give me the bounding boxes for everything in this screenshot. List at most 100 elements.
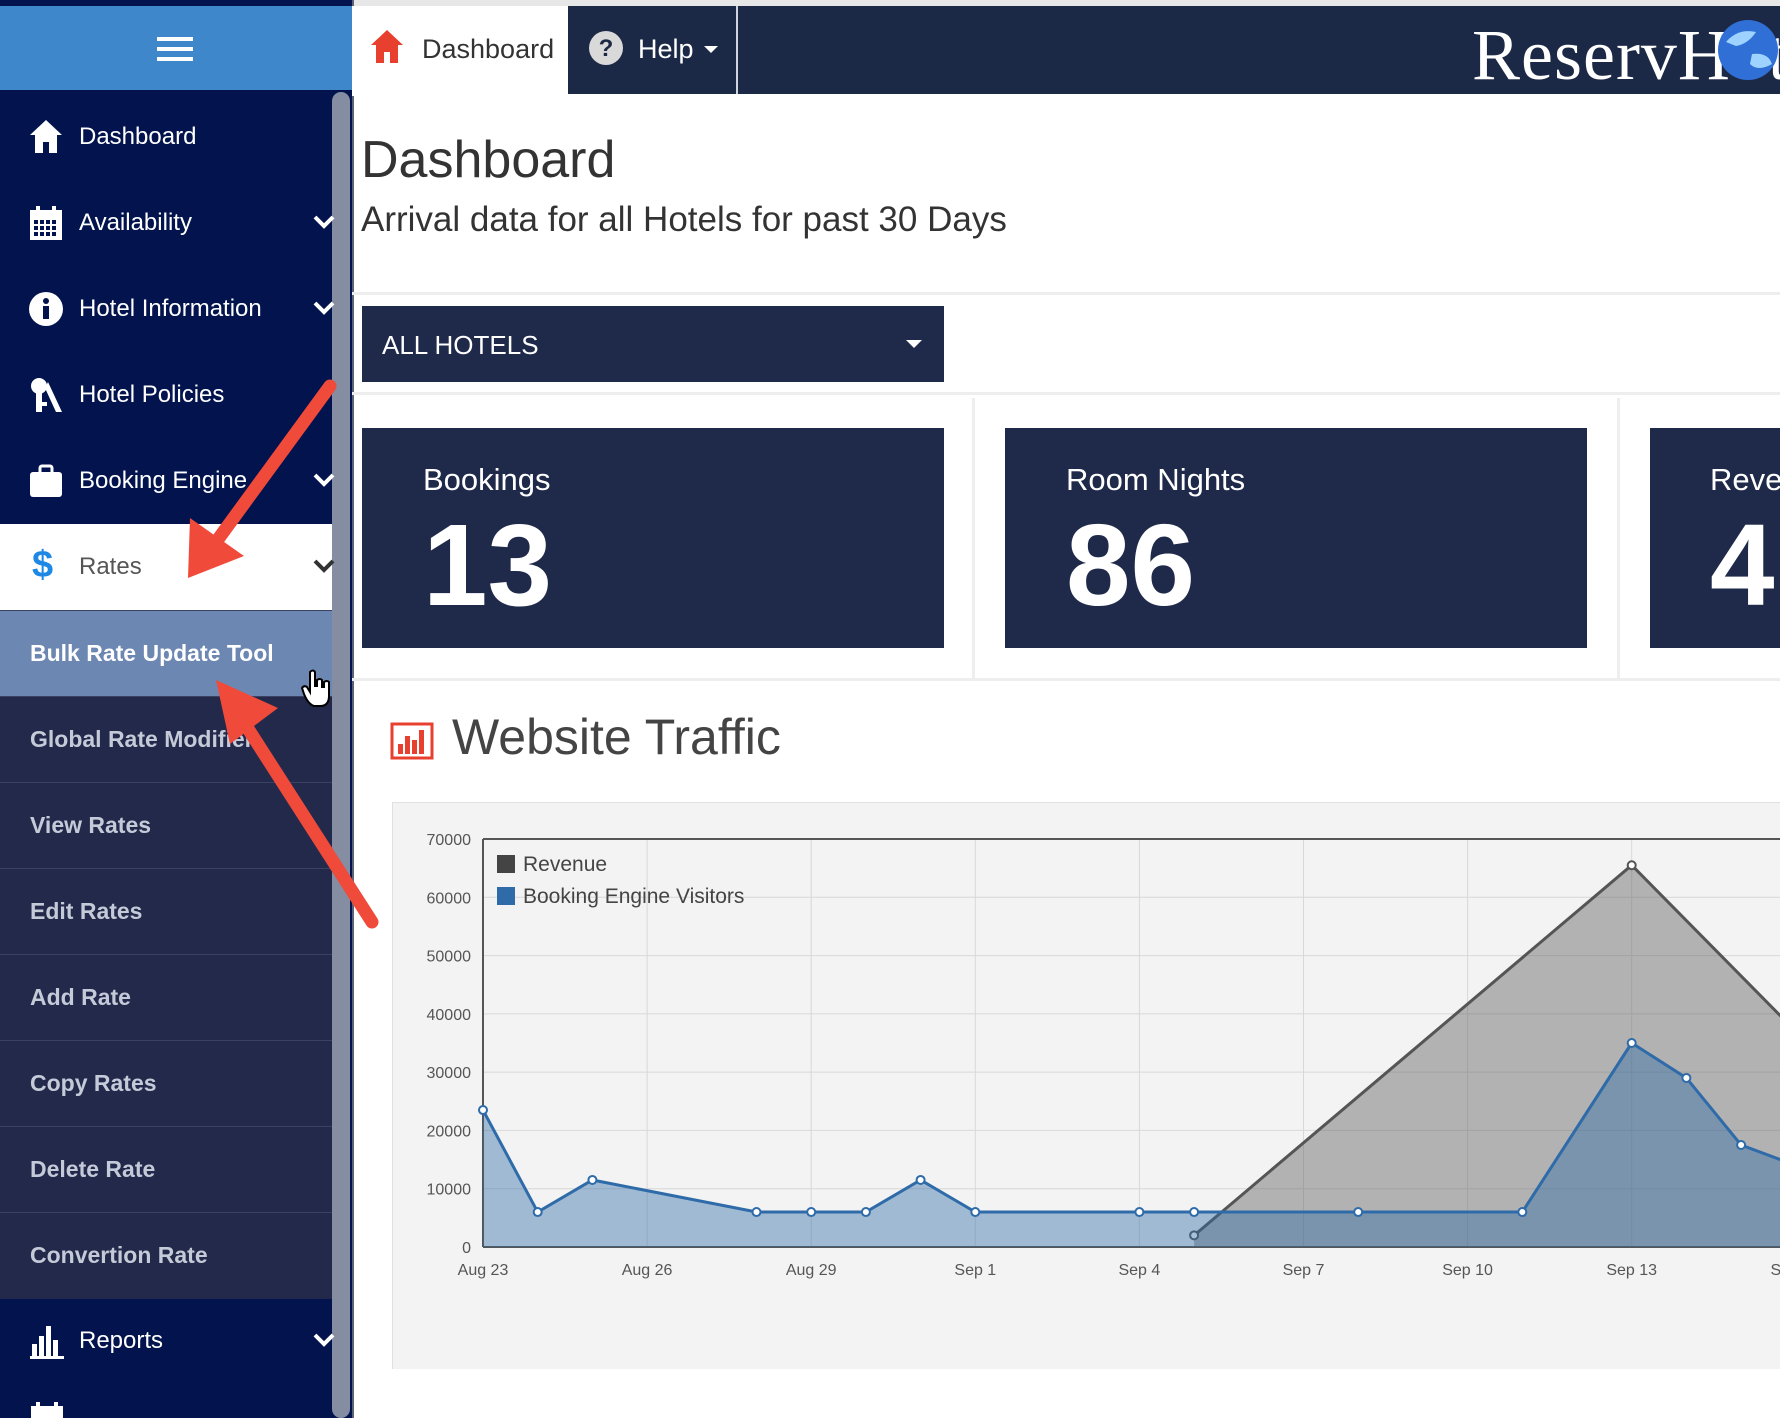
submenu-copy-rates[interactable]: Copy Rates bbox=[0, 1040, 332, 1127]
submenu-convertion-rate[interactable]: Convertion Rate bbox=[0, 1212, 332, 1299]
sidebar-item-availability[interactable]: Availability bbox=[0, 180, 335, 266]
sidebar-header bbox=[0, 6, 352, 90]
tab-label: Help bbox=[638, 34, 694, 64]
legend-label: Revenue bbox=[523, 853, 607, 876]
chevron-down-icon bbox=[313, 215, 335, 229]
chevron-down-icon bbox=[313, 559, 335, 573]
data-point bbox=[1736, 1140, 1747, 1150]
chevron-down-icon bbox=[313, 1333, 335, 1347]
globe-logo-icon bbox=[1718, 20, 1778, 80]
x-tick-label: Sep 4 bbox=[1118, 1262, 1160, 1279]
data-point bbox=[915, 1174, 926, 1185]
series-area bbox=[1194, 865, 1780, 1247]
sidebar-item-label: Hotel Information bbox=[79, 295, 262, 322]
submenu-label: Bulk Rate Update Tool bbox=[30, 640, 274, 666]
sidebar-scrollbar[interactable] bbox=[332, 92, 350, 1418]
home-icon bbox=[371, 30, 403, 63]
svg-text:?: ? bbox=[599, 35, 614, 62]
stat-card-bookings: Bookings 13 bbox=[362, 428, 944, 648]
bar-chart-icon bbox=[390, 722, 434, 760]
sidebar-item-label: Booking Engine bbox=[79, 467, 248, 494]
caret-down-icon bbox=[906, 340, 922, 348]
data-point bbox=[1626, 860, 1637, 871]
data-point bbox=[860, 1207, 871, 1218]
sidebar-item-label: Dashboard bbox=[79, 123, 197, 150]
x-tick-label: Aug 26 bbox=[622, 1262, 673, 1279]
submenu-bulk-rate-update-tool[interactable]: Bulk Rate Update Tool bbox=[0, 610, 332, 697]
submenu-edit-rates[interactable]: Edit Rates bbox=[0, 868, 332, 955]
y-tick-label: 10000 bbox=[427, 1182, 472, 1199]
legend-label: Booking Engine Visitors bbox=[523, 885, 744, 908]
divider bbox=[352, 392, 1780, 395]
sidebar-item-hotel-policies[interactable]: Hotel Policies bbox=[0, 352, 332, 438]
submenu-label: Add Rate bbox=[30, 984, 131, 1010]
sidebar-item-hotel-information[interactable]: Hotel Information bbox=[0, 266, 335, 352]
page-subtitle: Arrival data for all Hotels for past 30 … bbox=[361, 200, 1007, 239]
tab-dashboard[interactable]: Dashboard bbox=[352, 6, 568, 96]
stat-label: Bookings bbox=[423, 462, 551, 497]
x-tick-label: Sep 7 bbox=[1283, 1262, 1325, 1279]
question-icon: ? bbox=[589, 31, 623, 65]
section-title: Website Traffic bbox=[452, 709, 781, 765]
x-tick-label: Sep 16 bbox=[1770, 1262, 1780, 1279]
x-tick-label: Aug 23 bbox=[458, 1262, 509, 1279]
hand-cursor-icon bbox=[300, 669, 330, 707]
hotel-select[interactable]: ALL HOTELS bbox=[362, 306, 944, 382]
tab-help[interactable]: ? Help bbox=[570, 6, 738, 94]
data-point bbox=[751, 1207, 762, 1218]
y-tick-label: 50000 bbox=[427, 949, 472, 966]
calendar-icon bbox=[30, 206, 62, 240]
x-tick-label: Sep 10 bbox=[1442, 1262, 1493, 1279]
x-tick-label: Sep 1 bbox=[954, 1262, 996, 1279]
sidebar-item-dashboard[interactable]: Dashboard bbox=[0, 94, 332, 180]
data-point bbox=[1517, 1207, 1528, 1218]
data-point bbox=[806, 1207, 817, 1218]
dollar-icon: $ bbox=[32, 544, 54, 586]
data-point bbox=[478, 1105, 488, 1116]
sidebar-item-reports[interactable]: Reports bbox=[0, 1298, 335, 1384]
sidebar-item-label: Availability bbox=[79, 209, 192, 236]
sidebar-item-rates[interactable]: $ Rates bbox=[0, 524, 335, 610]
stat-label: Reve bbox=[1710, 462, 1780, 497]
divider bbox=[352, 292, 1780, 295]
y-tick-label: 40000 bbox=[427, 1007, 472, 1024]
stat-value: 13 bbox=[423, 500, 553, 630]
home-icon bbox=[30, 120, 62, 153]
annotation-arrow bbox=[188, 379, 337, 578]
data-point bbox=[1189, 1207, 1200, 1218]
tab-label: Dashboard bbox=[422, 34, 555, 64]
plot-background bbox=[483, 839, 1780, 1247]
submenu-add-rate[interactable]: Add Rate bbox=[0, 954, 332, 1041]
sidebar: Dashboard Availability Hotel Information… bbox=[0, 0, 354, 1418]
stat-card-revenue: Reve 4 bbox=[1650, 428, 1780, 648]
chevron-down-icon bbox=[313, 473, 335, 487]
divider bbox=[972, 398, 975, 680]
website-traffic-chart: 0 10000 20000 30000 40000 50000 60000 70000 Aug … bbox=[392, 802, 1780, 1369]
sidebar-item-booking-engine[interactable]: Booking Engine bbox=[0, 438, 335, 524]
bar-chart-icon bbox=[30, 1326, 64, 1359]
stat-label: Room Nights bbox=[1066, 462, 1246, 497]
submenu-label: Delete Rate bbox=[30, 1156, 156, 1182]
briefcase-icon bbox=[30, 464, 62, 497]
series-line bbox=[481, 1040, 1780, 1215]
sidebar-item-label: Reports bbox=[79, 1327, 164, 1354]
data-point bbox=[1189, 1230, 1200, 1241]
submenu-label: Global Rate Modifier bbox=[30, 726, 254, 752]
series-area bbox=[483, 1043, 1780, 1247]
hotel-select-value: ALL HOTELS bbox=[382, 330, 539, 360]
y-tick-label: 20000 bbox=[427, 1123, 472, 1140]
annotation-arrow bbox=[216, 680, 379, 929]
stat-card-room-nights: Room Nights 86 bbox=[1005, 428, 1587, 648]
data-point bbox=[1353, 1207, 1364, 1218]
submenu-label: View Rates bbox=[30, 812, 152, 838]
stat-value: 86 bbox=[1066, 500, 1196, 630]
data-point bbox=[1681, 1072, 1692, 1083]
hamburger-menu-icon[interactable] bbox=[157, 37, 193, 61]
submenu-view-rates[interactable]: View Rates bbox=[0, 782, 332, 869]
x-tick-label: Sep 13 bbox=[1606, 1262, 1657, 1279]
key-icon bbox=[31, 378, 62, 412]
chart-svg: 0 10000 20000 30000 40000 50000 60000 70000 Aug … bbox=[427, 832, 1780, 1279]
submenu-delete-rate[interactable]: Delete Rate bbox=[0, 1126, 332, 1213]
info-icon bbox=[29, 292, 63, 326]
divider bbox=[1617, 398, 1620, 680]
